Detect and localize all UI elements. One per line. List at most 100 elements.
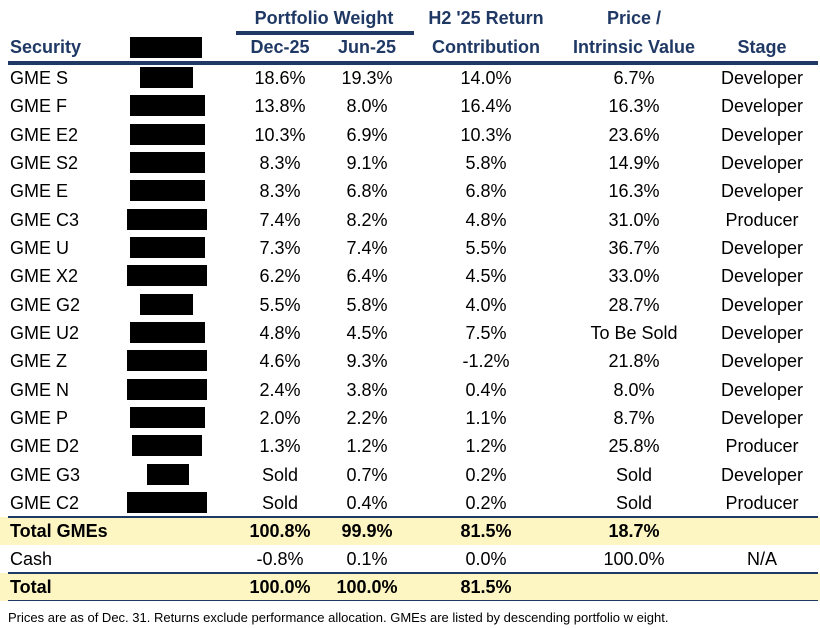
- table-row: GME E2 10.3% 6.9% 10.3% 23.6% Developer: [0, 121, 820, 149]
- redacted-cell: [130, 180, 205, 202]
- dec-cell: 10.3%: [254, 124, 306, 145]
- dec-cell: -0.8%: [256, 549, 304, 569]
- jun-cell: 99.9%: [341, 521, 393, 541]
- redacted-cell: [130, 321, 205, 343]
- jun-cell: 0.7%: [346, 464, 388, 485]
- table-row: GME F 13.8% 8.0% 16.4% 16.3% Developer: [0, 92, 820, 120]
- table-row: GME U2 4.8% 4.5% 7.5% To Be Sold Developer: [0, 319, 820, 347]
- contrib-cell: 5.5%: [465, 237, 507, 258]
- jun-cell: 7.4%: [346, 237, 388, 258]
- table-row: GME C2 Sold 0.4% 0.2% Sold Producer: [0, 489, 820, 517]
- dec-cell: 4.8%: [259, 322, 301, 343]
- security-cell: GME P: [10, 407, 69, 428]
- dec-cell: 4.6%: [259, 351, 301, 372]
- stage-cell: Developer: [720, 322, 804, 343]
- return-header-top: H2 '25 Return: [428, 8, 544, 28]
- piv-cell: Sold: [615, 464, 653, 485]
- table-row: GME S2 8.3% 9.1% 5.8% 14.9% Developer: [0, 149, 820, 177]
- piv-cell: 25.8%: [608, 436, 660, 457]
- contrib-cell: 10.3%: [460, 124, 512, 145]
- contrib-cell: 1.1%: [465, 407, 507, 428]
- stage-cell: Developer: [720, 181, 804, 202]
- jun-cell: 19.3%: [341, 68, 393, 88]
- cash-row: Cash -0.8% 0.1% 0.0% 100.0% N/A: [0, 545, 820, 573]
- security-cell: Cash: [10, 549, 53, 569]
- row-divider: [8, 572, 818, 574]
- stage-cell: Developer: [720, 464, 804, 485]
- redacted-cell: [127, 208, 207, 230]
- piv-cell: 21.8%: [608, 351, 660, 372]
- contrib-cell: 16.4%: [460, 96, 512, 117]
- contrib-cell: 5.8%: [465, 152, 507, 173]
- header-divider: [8, 61, 818, 65]
- dec-cell: 18.6%: [254, 68, 306, 88]
- table-row: GME G2 5.5% 5.8% 4.0% 28.7% Developer: [0, 291, 820, 319]
- dec-cell: 1.3%: [259, 436, 301, 457]
- dec-cell: 7.4%: [259, 209, 301, 230]
- table-row: GME E 8.3% 6.8% 6.8% 16.3% Developer: [0, 177, 820, 205]
- contrib-cell: 81.5%: [460, 577, 512, 597]
- contrib-cell: 6.8%: [465, 181, 507, 202]
- jun-cell: 9.1%: [346, 152, 388, 173]
- security-header: Security: [10, 37, 82, 57]
- redacted-cell: [130, 95, 205, 117]
- security-cell: GME C2: [10, 492, 80, 513]
- piv-cell: 16.3%: [608, 181, 660, 202]
- stage-cell: Developer: [720, 379, 804, 400]
- contrib-cell: 14.0%: [460, 68, 512, 88]
- security-cell: GME U: [10, 237, 70, 258]
- row-divider: [8, 600, 818, 601]
- security-cell: Total: [10, 577, 52, 597]
- security-cell: GME S2: [10, 152, 79, 173]
- jun-cell: 9.3%: [346, 351, 388, 372]
- stage-cell: Developer: [720, 124, 804, 145]
- security-cell: GME Z: [10, 351, 67, 372]
- table-row: GME X2 6.2% 6.4% 4.5% 33.0% Developer: [0, 262, 820, 290]
- total-row: Total 100.0% 100.0% 81.5%: [0, 573, 820, 601]
- stage-cell: Developer: [720, 237, 804, 258]
- footnote: Prices are as of Dec. 31. Returns exclud…: [8, 610, 669, 625]
- security-cell: GME E2: [10, 124, 79, 145]
- piv-cell: 16.3%: [608, 96, 660, 117]
- contrib-cell: 1.2%: [465, 436, 507, 457]
- stage-cell: Producer: [725, 492, 799, 513]
- dec-cell: 6.2%: [259, 266, 301, 287]
- table-row: GME P 2.0% 2.2% 1.1% 8.7% Developer: [0, 404, 820, 432]
- stage-cell: Developer: [720, 152, 804, 173]
- piv-cell: 14.9%: [608, 152, 660, 173]
- redacted-cell: [127, 491, 207, 513]
- stage-cell: Producer: [725, 209, 799, 230]
- table-row: GME G3 Sold 0.7% 0.2% Sold Developer: [0, 461, 820, 489]
- piv-cell: 6.7%: [613, 68, 655, 88]
- jun-header: Jun-25: [337, 37, 397, 57]
- piv-cell: 8.0%: [613, 379, 655, 400]
- dec-cell: Sold: [261, 492, 299, 513]
- redacted-cell: [127, 265, 207, 287]
- contrib-cell: 7.5%: [465, 322, 507, 343]
- stage-cell: Developer: [720, 96, 804, 117]
- contrib-cell: 4.5%: [465, 266, 507, 287]
- security-cell: GME S: [10, 68, 69, 88]
- table-row: GME N 2.4% 3.8% 0.4% 8.0% Developer: [0, 376, 820, 404]
- redacted-cell: [140, 67, 193, 88]
- jun-cell: 4.5%: [346, 322, 388, 343]
- portfolio-weight-header: Portfolio Weight: [254, 8, 394, 28]
- redacted-cell: [130, 406, 205, 428]
- piv-cell: Sold: [615, 492, 653, 513]
- contrib-cell: -1.2%: [462, 351, 510, 372]
- piv-cell: 23.6%: [608, 124, 660, 145]
- security-cell: GME F: [10, 96, 67, 117]
- security-cell: GME D2: [10, 436, 80, 457]
- row-divider: [8, 516, 818, 518]
- redacted-header: [130, 37, 202, 58]
- security-cell: GME G3: [10, 464, 81, 485]
- price-header-bottom: Intrinsic Value: [572, 37, 696, 57]
- stage-cell: Developer: [720, 294, 804, 315]
- dec-cell: 2.4%: [259, 379, 301, 400]
- stage-cell: N/A: [746, 549, 778, 569]
- jun-cell: 2.2%: [346, 407, 388, 428]
- table-row: GME S 18.6% 19.3% 14.0% 6.7% Developer: [0, 64, 820, 92]
- stage-cell: Developer: [720, 351, 804, 372]
- stage-cell: Developer: [720, 407, 804, 428]
- table-row: GME C3 7.4% 8.2% 4.8% 31.0% Producer: [0, 206, 820, 234]
